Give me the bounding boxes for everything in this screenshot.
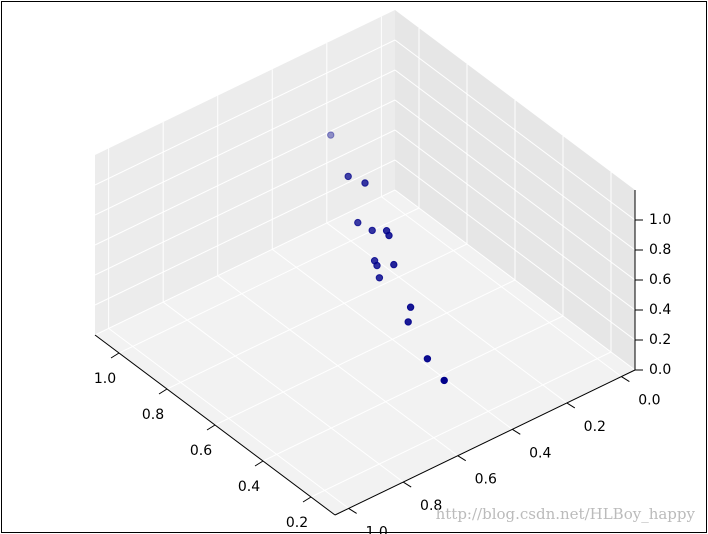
y-tick — [512, 428, 521, 435]
x-tick-label: 0.4 — [238, 479, 260, 495]
point — [423, 355, 432, 363]
point — [327, 131, 335, 139]
grid-line — [381, 196, 622, 377]
grid-line — [262, 315, 564, 462]
grid-line — [394, 159, 636, 341]
grid-line — [94, 129, 396, 276]
watermark: http://blog.csdn.net/HLBoy_happy — [436, 505, 696, 523]
point — [344, 172, 352, 181]
y-tick — [457, 455, 466, 462]
x-tick-label: 0.6 — [190, 443, 212, 459]
grid-line — [394, 69, 636, 251]
point — [390, 260, 398, 269]
x-tick — [206, 424, 216, 431]
x-tick — [302, 496, 312, 503]
grid-line — [271, 248, 513, 430]
grid-line — [94, 159, 396, 306]
axes: 0.2 0.4 0.6 0.8 1.0 0.0 0.2 0.4 0.6 0.8 1.0 0.0 0.2 0… — [94, 190, 671, 534]
grid-line — [217, 275, 459, 457]
z-tick-label: 1.0 — [649, 212, 671, 228]
grid-line — [108, 328, 349, 509]
grid-line — [166, 243, 468, 390]
y-tick — [566, 402, 576, 409]
z-tick-label: 0.8 — [649, 242, 671, 258]
z-tick-label: 0.6 — [649, 272, 671, 288]
y-tick-label: 0.8 — [420, 498, 442, 514]
grid-line — [94, 99, 396, 246]
y-tick — [348, 507, 357, 514]
point — [373, 261, 381, 270]
grid-line — [326, 222, 568, 404]
point — [361, 179, 369, 187]
grid-line — [310, 351, 612, 498]
z-tick-label: 0.2 — [649, 332, 671, 348]
z-tick-label: 0.0 — [649, 362, 671, 378]
x-tick — [110, 352, 120, 359]
grid-line — [94, 69, 396, 216]
grid — [94, 16, 636, 509]
grid-line — [214, 279, 516, 426]
axis-line — [94, 334, 336, 516]
point — [440, 376, 448, 385]
point — [375, 274, 384, 282]
points — [327, 131, 448, 385]
grid-line — [394, 39, 636, 221]
point — [406, 303, 415, 311]
x-tick-label: 0.8 — [142, 407, 164, 423]
x-tick — [158, 388, 168, 395]
y-tick — [621, 376, 630, 383]
point — [404, 318, 412, 326]
x-tick-label: 0.2 — [286, 515, 308, 531]
point — [368, 226, 376, 235]
grid-line — [162, 301, 404, 483]
x-tick-label: 1.0 — [94, 371, 116, 387]
y-tick-label: 0.6 — [475, 472, 497, 488]
grid-line — [394, 99, 636, 281]
grid-line — [394, 129, 636, 311]
y-tick — [402, 481, 412, 488]
grid-line — [94, 189, 396, 336]
axis-line — [334, 369, 636, 516]
x-tick — [254, 460, 264, 467]
grid-line — [394, 189, 636, 371]
y-tick-label: 0.4 — [529, 445, 551, 461]
y-tick-label: 0.2 — [584, 419, 606, 435]
z-tick-label: 0.4 — [649, 302, 671, 318]
point — [354, 218, 362, 227]
y-tick-label: 1.0 — [366, 524, 388, 534]
point — [385, 231, 393, 240]
y-tick-label: 0.0 — [638, 393, 660, 409]
grid-line — [94, 39, 396, 186]
